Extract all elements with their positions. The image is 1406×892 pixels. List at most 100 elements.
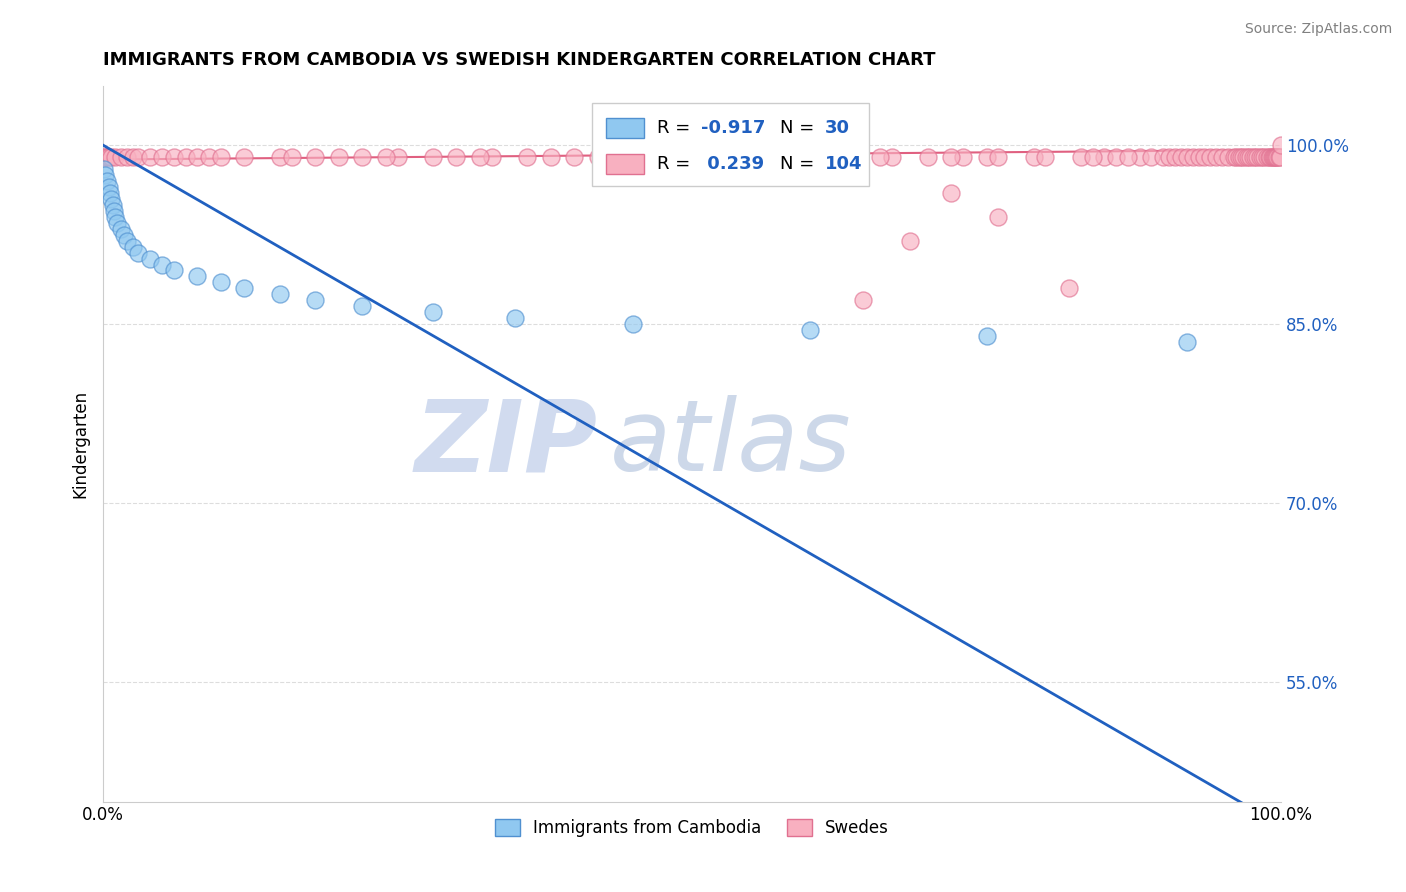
Point bbox=[1157, 150, 1180, 164]
Point bbox=[1081, 150, 1104, 164]
Point bbox=[882, 150, 904, 164]
Point bbox=[1116, 150, 1139, 164]
Point bbox=[209, 150, 232, 164]
Point bbox=[422, 150, 444, 164]
Point bbox=[621, 317, 644, 331]
Point bbox=[1260, 150, 1282, 164]
Point bbox=[101, 198, 124, 212]
Point bbox=[269, 287, 291, 301]
Point bbox=[1129, 150, 1152, 164]
Point bbox=[716, 150, 738, 164]
Point bbox=[1227, 150, 1250, 164]
Point bbox=[94, 150, 117, 164]
Point bbox=[1175, 335, 1198, 350]
Point bbox=[104, 150, 127, 164]
Point bbox=[98, 186, 121, 200]
Point bbox=[127, 150, 149, 164]
Point bbox=[1230, 150, 1253, 164]
Text: N =: N = bbox=[780, 119, 820, 136]
Point bbox=[1261, 150, 1284, 164]
Point bbox=[1211, 150, 1233, 164]
Text: 30: 30 bbox=[825, 119, 851, 136]
Point bbox=[941, 150, 963, 164]
Point bbox=[139, 150, 162, 164]
Point bbox=[121, 239, 143, 253]
Point bbox=[1268, 150, 1291, 164]
Point bbox=[1187, 150, 1209, 164]
Point bbox=[1223, 150, 1246, 164]
Point bbox=[799, 150, 821, 164]
Point bbox=[516, 150, 538, 164]
Point bbox=[1241, 150, 1264, 164]
Text: IMMIGRANTS FROM CAMBODIA VS SWEDISH KINDERGARTEN CORRELATION CHART: IMMIGRANTS FROM CAMBODIA VS SWEDISH KIND… bbox=[103, 51, 935, 69]
Point bbox=[657, 150, 679, 164]
Point bbox=[100, 192, 122, 206]
Text: R =: R = bbox=[657, 119, 696, 136]
Point bbox=[233, 150, 256, 164]
Point bbox=[121, 150, 143, 164]
Point bbox=[740, 150, 762, 164]
Point bbox=[1260, 150, 1282, 164]
Point bbox=[115, 150, 138, 164]
Text: N =: N = bbox=[780, 154, 820, 172]
FancyBboxPatch shape bbox=[606, 153, 644, 174]
Legend: Immigrants from Cambodia, Swedes: Immigrants from Cambodia, Swedes bbox=[488, 812, 896, 843]
Point bbox=[209, 276, 232, 290]
Point bbox=[103, 203, 125, 218]
Point bbox=[150, 258, 173, 272]
Text: atlas: atlas bbox=[610, 395, 851, 492]
Point bbox=[163, 150, 186, 164]
Point bbox=[823, 150, 845, 164]
Point bbox=[94, 168, 117, 182]
Point bbox=[505, 311, 527, 326]
Point bbox=[1216, 150, 1239, 164]
Point bbox=[269, 150, 291, 164]
Point bbox=[96, 150, 118, 164]
Point bbox=[1246, 150, 1268, 164]
Point bbox=[422, 305, 444, 319]
Point bbox=[110, 221, 132, 235]
Point bbox=[1164, 150, 1187, 164]
Point bbox=[763, 150, 786, 164]
Point bbox=[387, 150, 409, 164]
Point bbox=[941, 186, 963, 200]
Point bbox=[198, 150, 221, 164]
Point bbox=[481, 150, 503, 164]
Point bbox=[100, 150, 122, 164]
Point bbox=[1194, 150, 1216, 164]
Point bbox=[1244, 150, 1267, 164]
Point bbox=[1092, 150, 1115, 164]
Point bbox=[1264, 150, 1286, 164]
Point bbox=[1251, 150, 1274, 164]
Point bbox=[645, 150, 668, 164]
Point bbox=[852, 293, 875, 308]
Point bbox=[799, 323, 821, 337]
Text: Source: ZipAtlas.com: Source: ZipAtlas.com bbox=[1244, 22, 1392, 37]
Point bbox=[163, 263, 186, 277]
Point bbox=[280, 150, 302, 164]
Point bbox=[186, 150, 208, 164]
Point bbox=[987, 210, 1010, 224]
Point bbox=[976, 329, 998, 343]
Point bbox=[352, 150, 374, 164]
Point bbox=[1232, 150, 1254, 164]
Point bbox=[468, 150, 491, 164]
Text: -0.917: -0.917 bbox=[702, 119, 766, 136]
FancyBboxPatch shape bbox=[606, 118, 644, 137]
Text: 104: 104 bbox=[825, 154, 863, 172]
Point bbox=[174, 150, 197, 164]
Point bbox=[540, 150, 562, 164]
Point bbox=[96, 174, 118, 188]
Point bbox=[1263, 150, 1285, 164]
Point bbox=[1258, 150, 1281, 164]
Point bbox=[1225, 150, 1247, 164]
Point bbox=[1199, 150, 1222, 164]
Point bbox=[93, 162, 115, 177]
Point bbox=[1070, 150, 1092, 164]
Point bbox=[1267, 150, 1289, 164]
Point bbox=[1256, 150, 1278, 164]
Point bbox=[98, 150, 121, 164]
Point bbox=[352, 299, 374, 313]
Point bbox=[1170, 150, 1192, 164]
Point bbox=[98, 180, 121, 194]
